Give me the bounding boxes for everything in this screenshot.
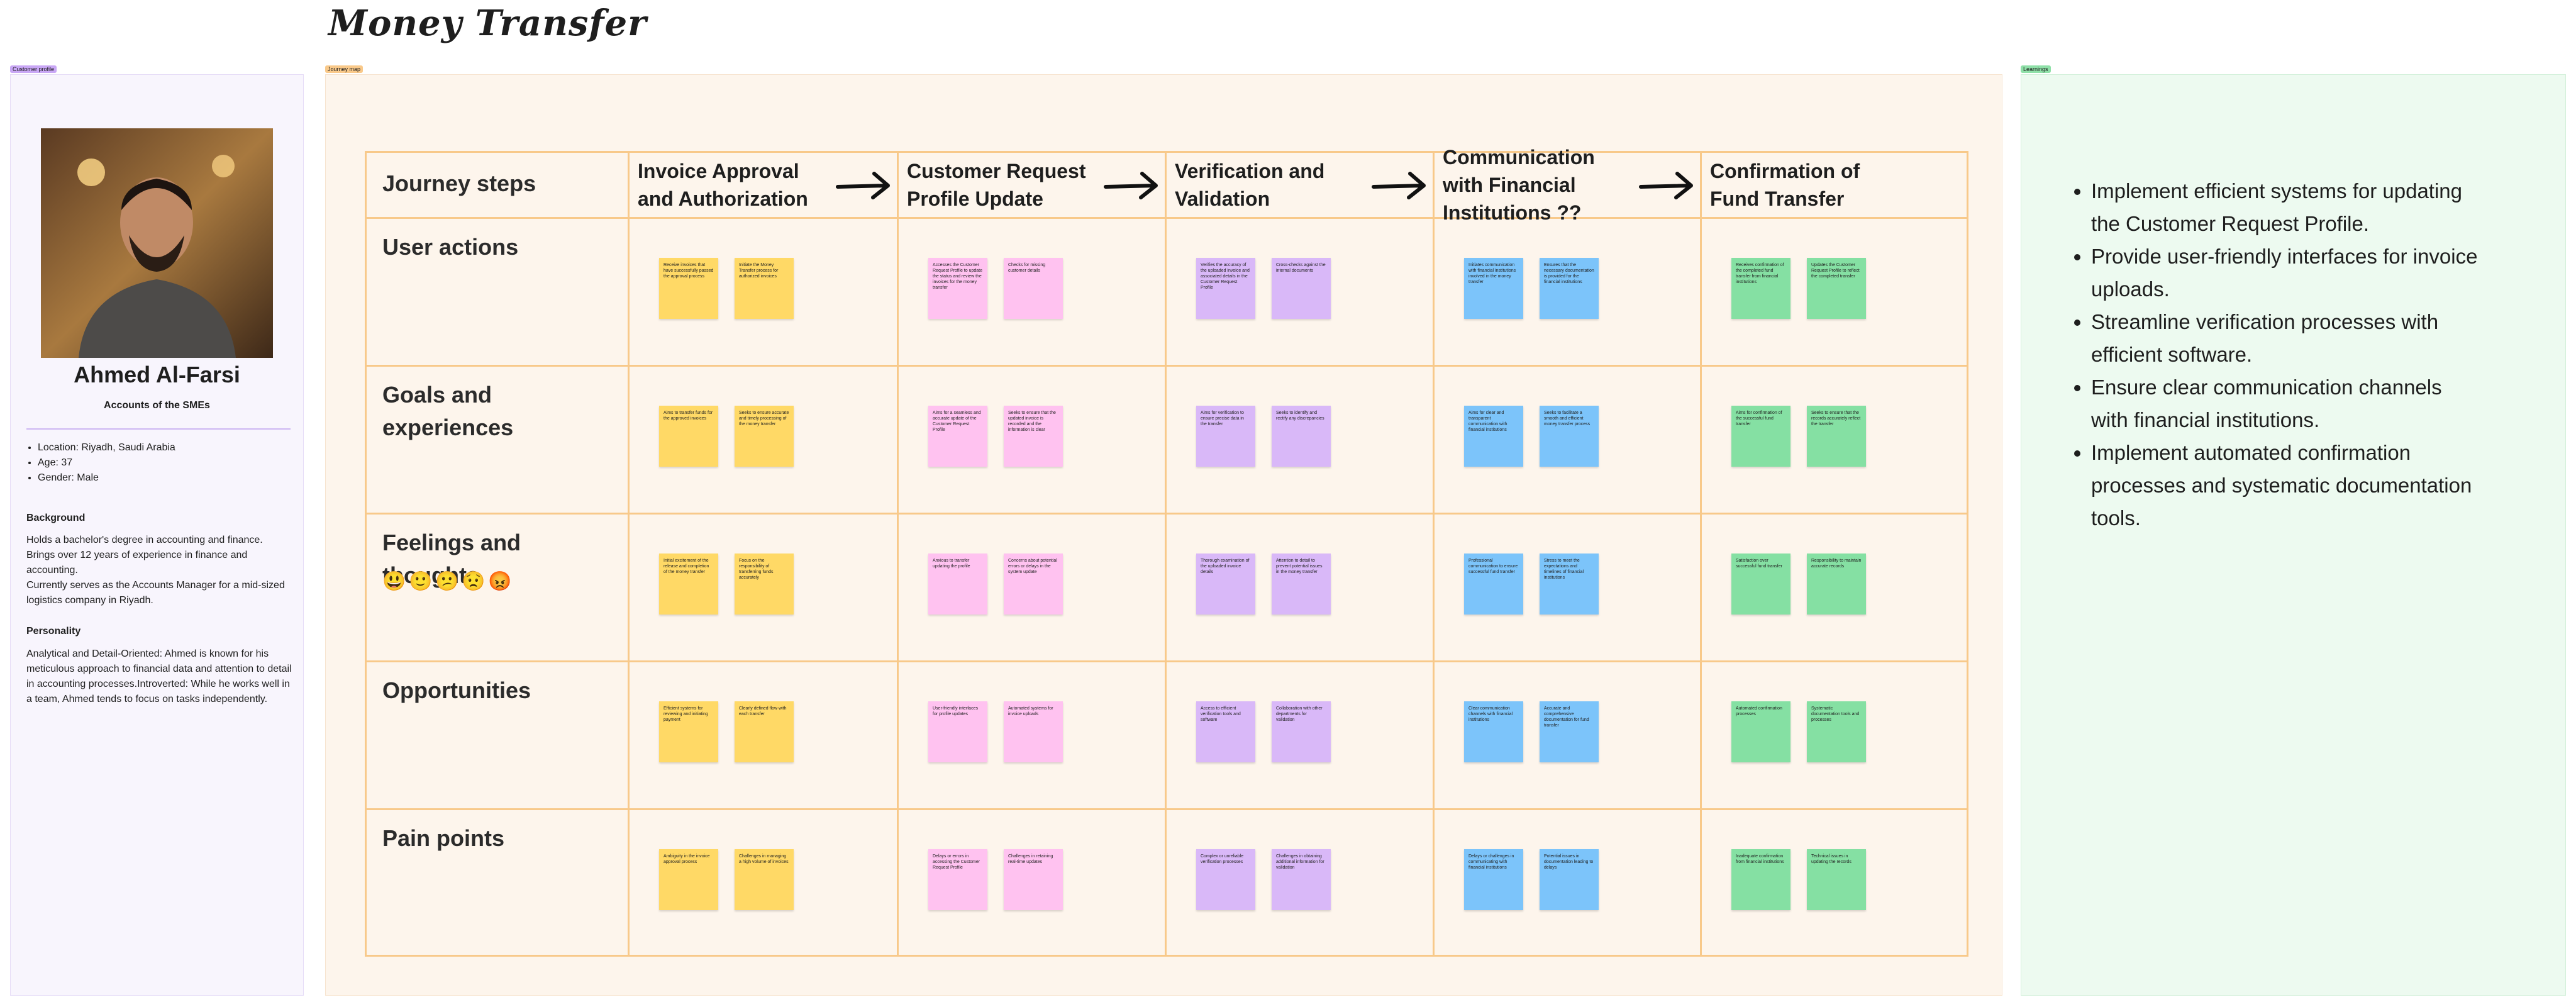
sticky-note: Aims for a seamless and accurate update … xyxy=(928,406,987,467)
row-label: Opportunities xyxy=(382,677,531,703)
sticky-note: Stress to meet the expectations and time… xyxy=(1540,554,1599,615)
journey-panel xyxy=(325,74,2002,996)
fact: Age: 37 xyxy=(38,455,284,470)
learning-item: Implement efficient systems for updating… xyxy=(2091,175,2481,240)
sticky-note: Clear communication channels with financ… xyxy=(1464,701,1523,762)
sticky-note: Updates the Customer Request Profile to … xyxy=(1807,258,1866,319)
learning-item: Implement automated confirmation process… xyxy=(2091,437,2481,535)
section-heading: Background xyxy=(26,513,86,523)
sticky-note: User-friendly interfaces for profile upd… xyxy=(928,701,987,762)
board-title: Money Transfer xyxy=(328,3,647,44)
sticky-note: Concerns about potential errors or delay… xyxy=(1004,554,1063,615)
sticky-note: Access to efficient verification tools a… xyxy=(1196,701,1255,762)
emoji: 😃 xyxy=(382,571,406,592)
sticky-note: Potential issues in documentation leadin… xyxy=(1540,849,1599,910)
divider xyxy=(26,428,291,430)
sticky-note: Automated systems for invoice uploads xyxy=(1004,701,1063,762)
background-line: Holds a bachelor's degree in accounting … xyxy=(26,535,263,576)
sticky-note: Systematic documentation tools and proce… xyxy=(1807,701,1866,762)
sticky-note: Ambiguity in the invoice approval proces… xyxy=(659,849,718,910)
sticky-note: Delays or challenges in communicating wi… xyxy=(1464,849,1523,910)
sticky-note: Clearly defined flow with each transfer xyxy=(735,701,794,762)
emoji: 😟 xyxy=(462,571,486,592)
sticky-note: Thorough examination of the uploaded inv… xyxy=(1196,554,1255,615)
background-line: Currently serves as the Accounts Manager… xyxy=(26,580,285,606)
panel-tag: Learnings xyxy=(2021,65,2051,73)
personality-text: Analytical and Detail-Oriented: Ahmed is… xyxy=(26,648,292,704)
sticky-note: Initial excitement of the release and co… xyxy=(659,554,718,615)
row-label: Pain points xyxy=(382,825,505,851)
learnings-list: Implement efficient systems for updating… xyxy=(2066,175,2481,535)
sticky-note: Collaboration with other departments for… xyxy=(1272,701,1331,762)
sticky-note: Technical issues in updating the records xyxy=(1807,849,1866,910)
stage-title: Invoice Approval and Authorization xyxy=(638,159,808,210)
sticky-note: Professional communication to ensure suc… xyxy=(1464,554,1523,615)
sticky-note: Attention to detail to prevent potential… xyxy=(1272,554,1331,615)
emoji: 😡 xyxy=(488,571,512,592)
row-label: User actions xyxy=(382,234,519,260)
sticky-note: Challenges in managing a high volume of … xyxy=(735,849,794,910)
sticky-note: Challenges in retaining real-time update… xyxy=(1004,849,1063,910)
sticky-note: Seeks to ensure that the updated invoice… xyxy=(1004,406,1063,467)
sticky-note: Receives confirmation of the completed f… xyxy=(1731,258,1790,319)
background-text: Holds a bachelor's degree in accounting … xyxy=(26,533,291,608)
profile-facts: Location: Riyadh, Saudi ArabiaAge: 37Gen… xyxy=(8,440,284,486)
sticky-note: Responsibility to maintain accurate reco… xyxy=(1807,554,1866,615)
sticky-note: Aims to transfer funds for the approved … xyxy=(659,406,718,467)
grid-cell xyxy=(1700,808,1968,957)
row-label: Journey steps xyxy=(382,170,536,196)
learnings-panel xyxy=(2021,74,2566,996)
stage-title: Confirmation of Fund Transfer xyxy=(1710,159,1860,210)
sticky-note: Ensures that the necessary documentation… xyxy=(1540,258,1599,319)
stage-title: Customer Request Profile Update xyxy=(907,159,1086,210)
arrow xyxy=(1104,172,1158,199)
sticky-note: Aims for verification to ensure precise … xyxy=(1196,406,1255,467)
emoji: 😕 xyxy=(435,571,459,592)
sticky-note: Efficient systems for reviewing and init… xyxy=(659,701,718,762)
arrow xyxy=(1372,172,1426,199)
arrow xyxy=(836,172,890,199)
panel-tag: Journey map xyxy=(325,65,364,73)
sticky-note: Receive invoices that have successfully … xyxy=(659,258,718,319)
sticky-note: Automated confirmation processes xyxy=(1731,701,1790,762)
profile-photo xyxy=(41,128,273,358)
learning-item: Provide user-friendly interfaces for inv… xyxy=(2091,240,2481,306)
sticky-note: Satisfaction over successful fund transf… xyxy=(1731,554,1790,615)
sticky-note: Anxious to transfer updating the profile xyxy=(928,554,987,615)
sticky-note: Accesses the Customer Request Profile to… xyxy=(928,258,987,319)
emoji: 🙂 xyxy=(409,571,433,592)
sticky-note: Aims for clear and transparent communica… xyxy=(1464,406,1523,467)
profile-name: Ahmed Al-Farsi xyxy=(74,362,240,387)
stage-title: Communication with Financial Institution… xyxy=(1443,145,1595,224)
profile-role: Accounts of the SMEs xyxy=(104,400,210,411)
arrow xyxy=(1639,172,1693,199)
sticky-note: Seeks to facilitate a smooth and efficie… xyxy=(1540,406,1599,467)
fact: Gender: Male xyxy=(38,470,284,486)
sticky-note: Checks for missing customer details xyxy=(1004,258,1063,319)
section-heading: Personality xyxy=(26,626,81,637)
sticky-note: Complex or unreliable verification proce… xyxy=(1196,849,1255,910)
sticky-note: Accurate and comprehensive documentation… xyxy=(1540,701,1599,762)
sticky-note: Initiate the Money Transfer process for … xyxy=(735,258,794,319)
learning-item: Ensure clear communication channels with… xyxy=(2091,371,2481,437)
sticky-note: Aims for confirmation of the successful … xyxy=(1731,406,1790,467)
sticky-note: Cross-checks against the internal docume… xyxy=(1272,258,1331,319)
sticky-note: Delays or errors in accessing the Custom… xyxy=(928,849,987,910)
panel-tag: Customer profile xyxy=(10,65,57,73)
sticky-note: Seeks to ensure accurate and timely proc… xyxy=(735,406,794,467)
sticky-note: Challenges in obtaining additional infor… xyxy=(1272,849,1331,910)
sticky-note: Seeks to identify and rectify any discre… xyxy=(1272,406,1331,467)
stage-title: Verification and Validation xyxy=(1175,159,1325,210)
sticky-note: Seeks to ensure that the records accurat… xyxy=(1807,406,1866,467)
sticky-note: Initiates communication with financial i… xyxy=(1464,258,1523,319)
learning-item: Streamline verification processes with e… xyxy=(2091,306,2481,371)
row-label: Feelings and thoughts xyxy=(382,530,521,588)
row-label: Goals and experiences xyxy=(382,382,514,440)
fact: Location: Riyadh, Saudi Arabia xyxy=(38,440,284,455)
sticky-note: Focus on the responsibility of transferr… xyxy=(735,554,794,615)
sticky-note: Verifies the accuracy of the uploaded in… xyxy=(1196,258,1255,319)
sticky-note: Inadequate confirmation from financial i… xyxy=(1731,849,1790,910)
